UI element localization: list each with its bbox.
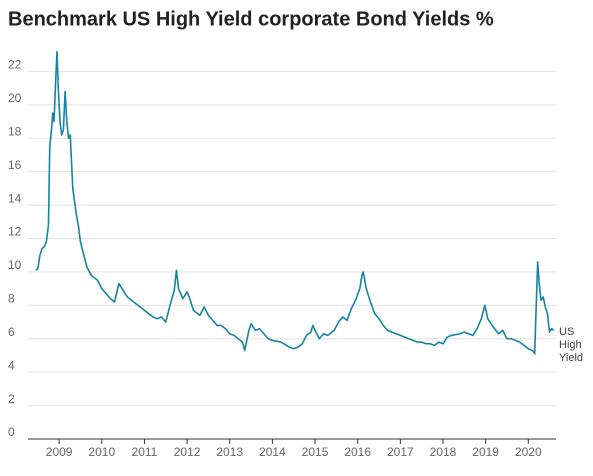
x-tick-label: 2013 xyxy=(216,445,243,459)
y-tick-label: 14 xyxy=(8,191,22,205)
x-tick-label: 2015 xyxy=(302,445,329,459)
x-tick-label: 2010 xyxy=(88,445,115,459)
series-label: US High Yield xyxy=(559,326,584,364)
x-tick-label: 2018 xyxy=(430,445,457,459)
y-tick-label: 16 xyxy=(8,158,22,172)
line xyxy=(35,50,555,355)
x-tick-label: 2012 xyxy=(174,445,201,459)
y-tick-label: 18 xyxy=(8,124,22,138)
x-tick-label: 2011 xyxy=(132,445,158,459)
y-tick-label: 22 xyxy=(8,58,22,72)
x-tick-label: 2017 xyxy=(387,445,414,459)
y-tick-label: 0 xyxy=(8,425,15,439)
y-tick-label: 4 xyxy=(8,358,15,372)
y-tick-label: 10 xyxy=(8,258,22,272)
y-tick-label: 20 xyxy=(8,91,22,105)
x-tick-label: 2020 xyxy=(515,445,542,459)
y-tick-label: 8 xyxy=(8,292,15,306)
x-tick-label: 2014 xyxy=(259,445,286,459)
x-tick-label: 2009 xyxy=(46,445,73,459)
y-tick-label: 12 xyxy=(8,225,22,239)
x-tick-label: 2016 xyxy=(344,445,371,459)
y-tick-label: 2 xyxy=(8,392,15,406)
chart-title: Benchmark US High Yield corporate Bond Y… xyxy=(8,8,494,30)
y-tick-label: 6 xyxy=(8,325,15,339)
x-tick-label: 2019 xyxy=(472,445,499,459)
